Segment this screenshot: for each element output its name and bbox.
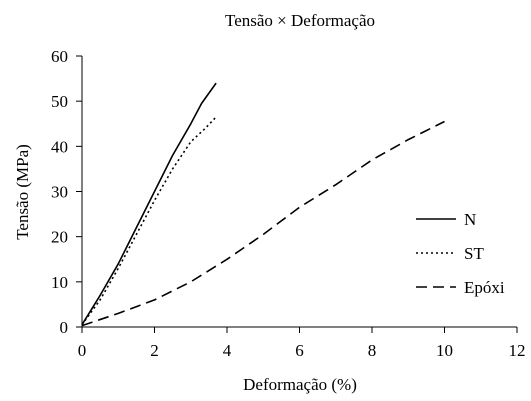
y-tick-label: 30 bbox=[51, 183, 68, 202]
series-layer bbox=[81, 82, 445, 327]
y-tick-label: 20 bbox=[51, 228, 68, 247]
x-tick-label: 4 bbox=[223, 341, 232, 360]
x-axis-label: Deformação (%) bbox=[243, 375, 357, 394]
chart-title: Tensão × Deformação bbox=[225, 11, 375, 30]
series-line-1 bbox=[81, 82, 217, 326]
y-tick-label: 40 bbox=[51, 137, 68, 156]
x-ticks: 0 2 4 6 8 10 12 bbox=[78, 327, 526, 360]
legend-label: Epóxi bbox=[464, 278, 505, 297]
x-tick-label: 2 bbox=[150, 341, 159, 360]
y-tick-label: 50 bbox=[51, 92, 68, 111]
y-tick-label: 0 bbox=[60, 318, 69, 337]
x-tick-label: 6 bbox=[295, 341, 304, 360]
series-line-2 bbox=[81, 116, 217, 326]
x-tick-label: 10 bbox=[436, 341, 453, 360]
y-axis-label: Tensão (MPa) bbox=[13, 144, 32, 240]
y-tick-label: 10 bbox=[51, 273, 68, 292]
x-tick-label: 0 bbox=[78, 341, 87, 360]
legend: N ST Epóxi bbox=[416, 210, 505, 297]
legend-label: N bbox=[464, 210, 476, 229]
x-tick-label: 8 bbox=[368, 341, 377, 360]
x-tick-label: 12 bbox=[509, 341, 526, 360]
y-tick-label: 60 bbox=[51, 47, 68, 66]
series-line-3 bbox=[81, 120, 445, 327]
y-ticks: 0 10 20 30 40 50 60 bbox=[51, 47, 82, 337]
legend-label: ST bbox=[464, 244, 484, 263]
